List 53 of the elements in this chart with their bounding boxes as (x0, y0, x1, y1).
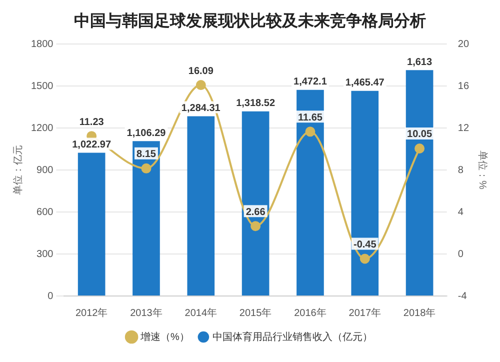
legend-label: 增速（%） (140, 330, 190, 343)
data-label: 11.65 (298, 112, 323, 124)
x-tick-label: 2015年 (239, 306, 272, 319)
y-axis-title: 单位：亿元 (12, 145, 24, 195)
y2-tick-label: -4 (458, 290, 468, 302)
x-tick-label: 2018年 (403, 306, 436, 319)
data-label: 16.09 (188, 66, 214, 77)
legend-label: 中国体育用品行业销售收入（亿元） (212, 330, 372, 343)
y-tick-label: 600 (36, 206, 54, 218)
data-label: 1,318.52 (236, 98, 276, 110)
y2-axis-title: 单位：% (476, 150, 488, 190)
x-tick-label: 2017年 (348, 306, 382, 319)
y2-tick-label: 4 (458, 206, 464, 218)
point (196, 80, 206, 90)
data-label: 1,106.29 (126, 128, 166, 139)
x-tick-label: 2013年 (130, 306, 162, 319)
data-label: 10.05 (407, 129, 432, 140)
bar (78, 152, 106, 296)
point (305, 126, 316, 137)
y-tick-label: 1500 (30, 80, 54, 92)
y-tick-label: 300 (36, 248, 54, 260)
y2-tick-label: 16 (458, 80, 470, 92)
data-label: 2.66 (246, 206, 266, 218)
point (250, 221, 261, 232)
data-label: 1,022.97 (72, 140, 112, 151)
y2-tick-label: 0 (458, 248, 464, 260)
bar (132, 141, 160, 296)
y-tick-label: 900 (36, 164, 54, 176)
data-label: 1,472.1 (294, 76, 328, 88)
chart-title: 中国与韩国足球发展现状比较及未来竞争格局分析 (73, 10, 427, 32)
x-tick-label: 2012年 (75, 306, 108, 319)
point (414, 143, 425, 154)
y-tick-label: 1800 (30, 38, 54, 50)
bar (187, 116, 215, 296)
y2-tick-label: 12 (458, 122, 470, 134)
bar (351, 90, 379, 296)
y2-tick-label: 8 (458, 164, 464, 176)
data-label: 11.23 (79, 116, 104, 128)
x-tick-label: 2014年 (184, 306, 218, 319)
y-tick-label: 1200 (30, 122, 54, 134)
data-label: 8.15 (136, 149, 156, 160)
data-label: -0.45 (353, 239, 377, 250)
data-label: 1,465.47 (345, 78, 385, 89)
y2-tick-label: 20 (458, 38, 470, 50)
data-label: 1,613 (407, 56, 432, 68)
bar (296, 90, 324, 296)
bar (242, 111, 270, 296)
y-tick-label: 0 (48, 290, 54, 302)
point (360, 254, 370, 264)
point (141, 163, 152, 174)
x-tick-label: 2016年 (294, 306, 326, 319)
data-label: 1,284.31 (181, 102, 221, 114)
bar (406, 70, 434, 296)
